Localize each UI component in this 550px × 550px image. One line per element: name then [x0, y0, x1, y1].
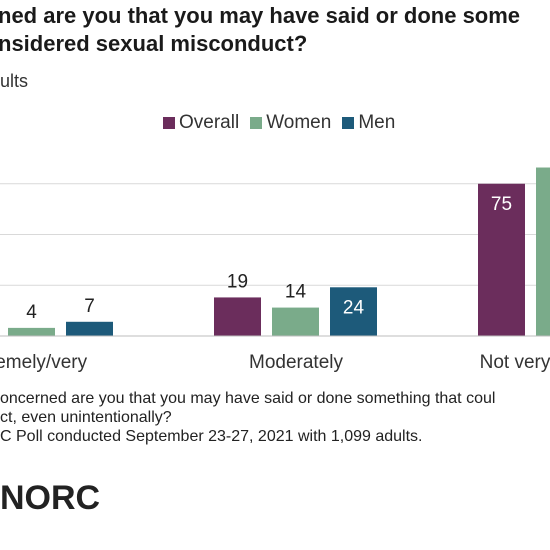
legend: Overall Women Men [163, 112, 406, 134]
data-label-women-0: 4 [26, 302, 37, 323]
data-label-overall-1: 19 [227, 271, 248, 292]
legend-label-overall: Overall [179, 112, 240, 133]
category-label-2: Not very [480, 352, 550, 373]
footnotes: oncerned are you that you may have said … [0, 389, 550, 446]
bar-men-1 [330, 287, 377, 336]
legend-item-overall: Overall [163, 112, 239, 134]
bar-overall-2 [478, 183, 525, 336]
chart-title: ned are you that you may have said or do… [0, 3, 521, 56]
question-note-line1: oncerned are you that you may have said … [0, 390, 496, 407]
category-label-1: Moderately [249, 352, 343, 373]
data-label-overall-2: 75 [491, 194, 512, 215]
chart-subtitle: ults [0, 71, 29, 91]
bar-men-0 [66, 321, 113, 336]
legend-swatch-overall [163, 117, 175, 129]
norc-logo: NORC [0, 479, 101, 517]
bar-women-2 [536, 167, 550, 336]
data-label-men-1: 24 [343, 297, 365, 318]
bar-women-0 [8, 327, 55, 336]
bar-women-1 [272, 307, 319, 336]
bar-overall-1 [214, 297, 261, 336]
data-label-men-0: 7 [84, 296, 95, 317]
legend-swatch-men [342, 117, 355, 129]
category-label-0: remely/very [0, 352, 88, 373]
legend-item-men: Men [342, 112, 395, 134]
legend-item-women: Women [250, 112, 331, 134]
legend-swatch-women [250, 117, 263, 129]
legend-label-men: Men [358, 112, 396, 133]
source-note: C Poll conducted September 23-27, 2021 w… [0, 428, 423, 445]
data-label-women-1: 14 [285, 282, 307, 303]
question-note-line2: ct, even unintentionally? [0, 409, 172, 426]
legend-label-women: Women [266, 112, 332, 133]
